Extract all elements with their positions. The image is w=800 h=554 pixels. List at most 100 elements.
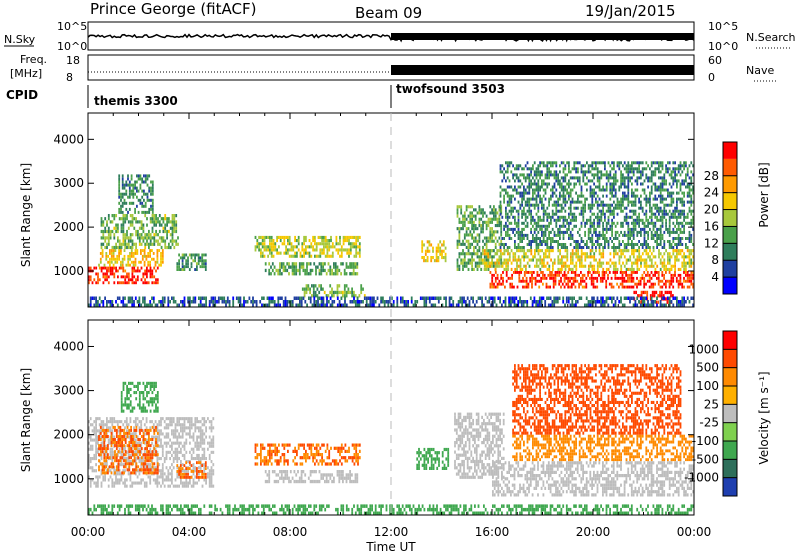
- noise-trace: [87, 33, 695, 43]
- power-data-cell: [531, 273, 533, 277]
- power-data-cell: [568, 212, 570, 216]
- power-data-cell: [493, 233, 495, 237]
- power-data-cell: [262, 296, 265, 300]
- power-data-cell: [560, 285, 562, 289]
- power-data-cell: [568, 182, 570, 186]
- power-data-cell: [192, 300, 195, 304]
- power-data-cell: [467, 239, 470, 243]
- cpid-mode-1: twofsound 3503: [396, 82, 505, 96]
- power-data-cell: [514, 271, 517, 274]
- power-data-cell: [239, 296, 242, 300]
- power-data-cell: [493, 264, 495, 268]
- power-data-cell: [611, 218, 613, 222]
- power-data-cell: [333, 265, 335, 269]
- power-data-cell: [276, 251, 278, 255]
- power-data-cell: [353, 300, 355, 304]
- power-data-cell: [297, 248, 300, 252]
- power-data-cell: [623, 279, 626, 283]
- power-data-cell: [432, 246, 434, 250]
- power-data-cell: [625, 279, 627, 283]
- vel-data-cell: [102, 423, 105, 427]
- power-data-cell: [663, 273, 665, 277]
- power-data-cell: [166, 236, 168, 240]
- power-data-cell: [607, 218, 610, 222]
- power-data-cell: [526, 224, 529, 228]
- power-data-cell: [322, 300, 325, 304]
- power-data-cell: [113, 217, 116, 221]
- power-data-cell: [679, 300, 682, 304]
- vel-data-cell: [95, 447, 97, 451]
- power-data-cell: [548, 237, 550, 240]
- power-data-cell: [582, 252, 585, 256]
- power-data-cell: [164, 217, 167, 221]
- power-data-cell: [494, 208, 497, 212]
- power-data-cell: [575, 243, 577, 246]
- vel-data-cell: [95, 426, 97, 430]
- power-data-cell: [535, 176, 538, 180]
- power-data-cell: [105, 257, 108, 261]
- power-data-cell: [658, 212, 660, 216]
- power-data-cell: [353, 242, 356, 246]
- power-data-cell: [645, 194, 648, 198]
- power-data-cell: [649, 197, 651, 201]
- power-data-cell: [120, 198, 122, 202]
- power-data-cell: [309, 262, 312, 266]
- power-data-cell: [623, 206, 626, 210]
- power-data-cell: [109, 252, 111, 255]
- power-data-cell: [260, 254, 262, 258]
- power-data-cell: [564, 185, 567, 189]
- power-data-cell: [173, 223, 176, 227]
- power-data-cell: [127, 177, 129, 181]
- power-data-cell: [494, 264, 497, 268]
- power-data-cell: [631, 182, 633, 186]
- power-data-cell: [568, 191, 570, 195]
- power-data-cell: [546, 161, 549, 165]
- power-data-cell: [667, 227, 669, 231]
- power-data-cell: [510, 296, 512, 300]
- power-data-cell: [631, 261, 633, 265]
- power-data-cell: [566, 255, 569, 259]
- power-data-cell: [492, 296, 494, 300]
- power-data-cell: [620, 243, 622, 246]
- power-data-cell: [605, 282, 608, 286]
- power-data-cell: [656, 161, 658, 165]
- power-data-cell: [541, 179, 543, 183]
- power-data-cell: [354, 300, 357, 304]
- power-data-cell: [344, 300, 346, 304]
- power-data-cell: [301, 245, 304, 249]
- power-data-cell: [133, 226, 136, 230]
- power-data-cell: [569, 243, 572, 246]
- power-data-cell: [519, 240, 522, 243]
- power-data-cell: [674, 167, 676, 171]
- power-data-cell: [632, 303, 635, 307]
- freq-label-line1: Freq.: [20, 53, 47, 66]
- power-data-cell: [582, 194, 585, 198]
- power-data-cell: [358, 300, 361, 304]
- power-data-cell: [679, 249, 682, 253]
- power-data-cell: [506, 230, 509, 234]
- power-data-cell: [571, 176, 574, 180]
- power-data-cell: [573, 182, 576, 186]
- power-data-cell: [496, 211, 499, 215]
- power-data-cell: [130, 192, 133, 196]
- power-data-cell: [652, 273, 655, 277]
- power-data-cell: [158, 223, 161, 227]
- power-data-cell: [521, 233, 523, 237]
- power-data-cell: [136, 275, 139, 279]
- power-data-cell: [264, 303, 267, 307]
- power-data-cell: [489, 282, 492, 286]
- power-data-cell: [636, 221, 639, 225]
- power-data-cell: [661, 237, 664, 240]
- power-data-cell: [582, 215, 585, 219]
- power-data-cell: [369, 303, 372, 307]
- vel-data-cell: [97, 478, 99, 482]
- vel-data-cell: [95, 435, 97, 439]
- power-data-cell: [168, 229, 170, 234]
- power-data-cell: [121, 192, 124, 196]
- power-data-cell: [569, 200, 572, 204]
- power-data-cell: [157, 220, 159, 224]
- power-data-cell: [521, 246, 523, 249]
- power-data-cell: [300, 296, 303, 300]
- power-data-cell: [519, 264, 522, 268]
- power-data-cell: [554, 282, 557, 286]
